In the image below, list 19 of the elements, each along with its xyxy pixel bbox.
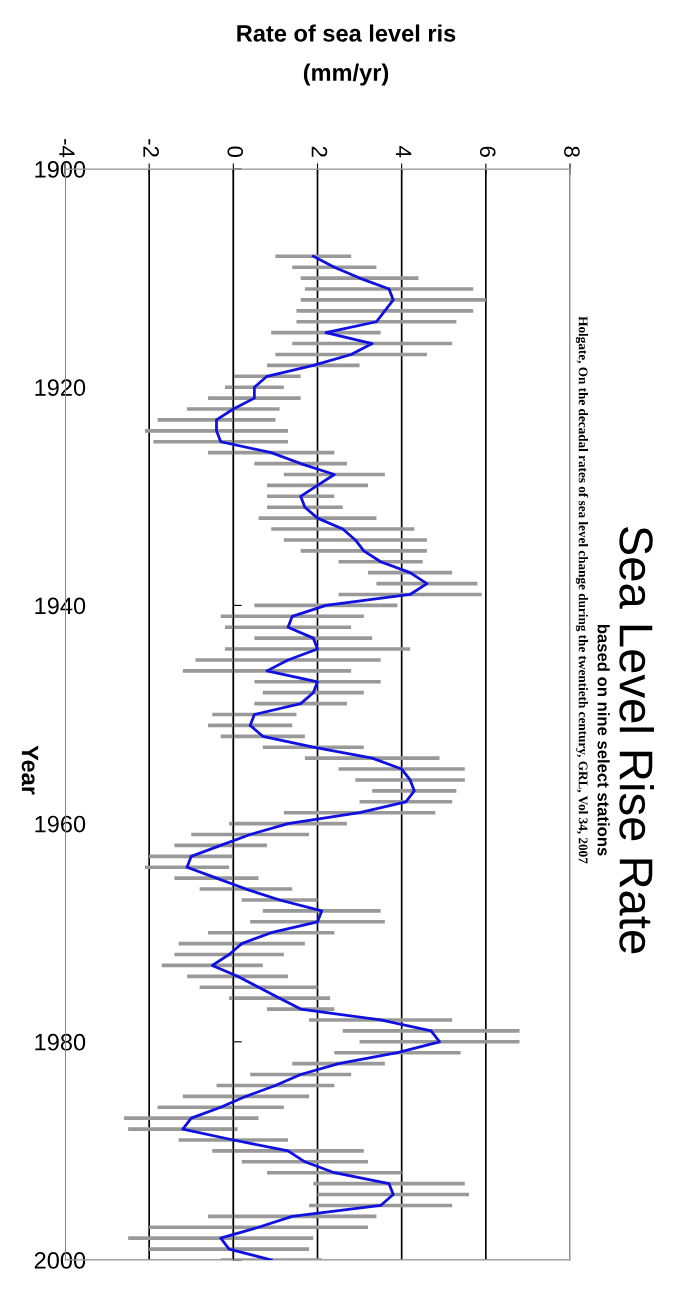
x-tick-label: 2 xyxy=(311,146,328,157)
y-tick-label: 1960 xyxy=(35,815,86,833)
y-tick-label: 1940 xyxy=(35,597,86,615)
y-tick-label: 2000 xyxy=(34,1252,86,1269)
y-tick-label: 1920 xyxy=(35,379,86,396)
x-tick-label: 0 xyxy=(227,146,244,158)
x-tick-label: -2 xyxy=(143,139,159,157)
text: based on nine select stations xyxy=(597,624,610,856)
x-tick-label: 6 xyxy=(479,146,496,157)
line-series xyxy=(181,254,441,1260)
text: Sea Level Rise Rate xyxy=(619,526,655,954)
x-tick-label: 8 xyxy=(564,146,580,157)
y-tick-label: 1900 xyxy=(35,161,86,178)
x-tick-label: -4 xyxy=(59,139,75,158)
y-tick-label: 1980 xyxy=(35,1033,86,1051)
x-axis-title: Rate of sea level ris (mm/yr) xyxy=(237,24,456,86)
text: Holgate, On the decadal rates of sea level change during the twentieth century, GRL, Vol 34, 2007 xyxy=(575,316,589,864)
x-tick-label: 4 xyxy=(395,146,412,158)
y-axis-title: Year xyxy=(21,745,39,795)
